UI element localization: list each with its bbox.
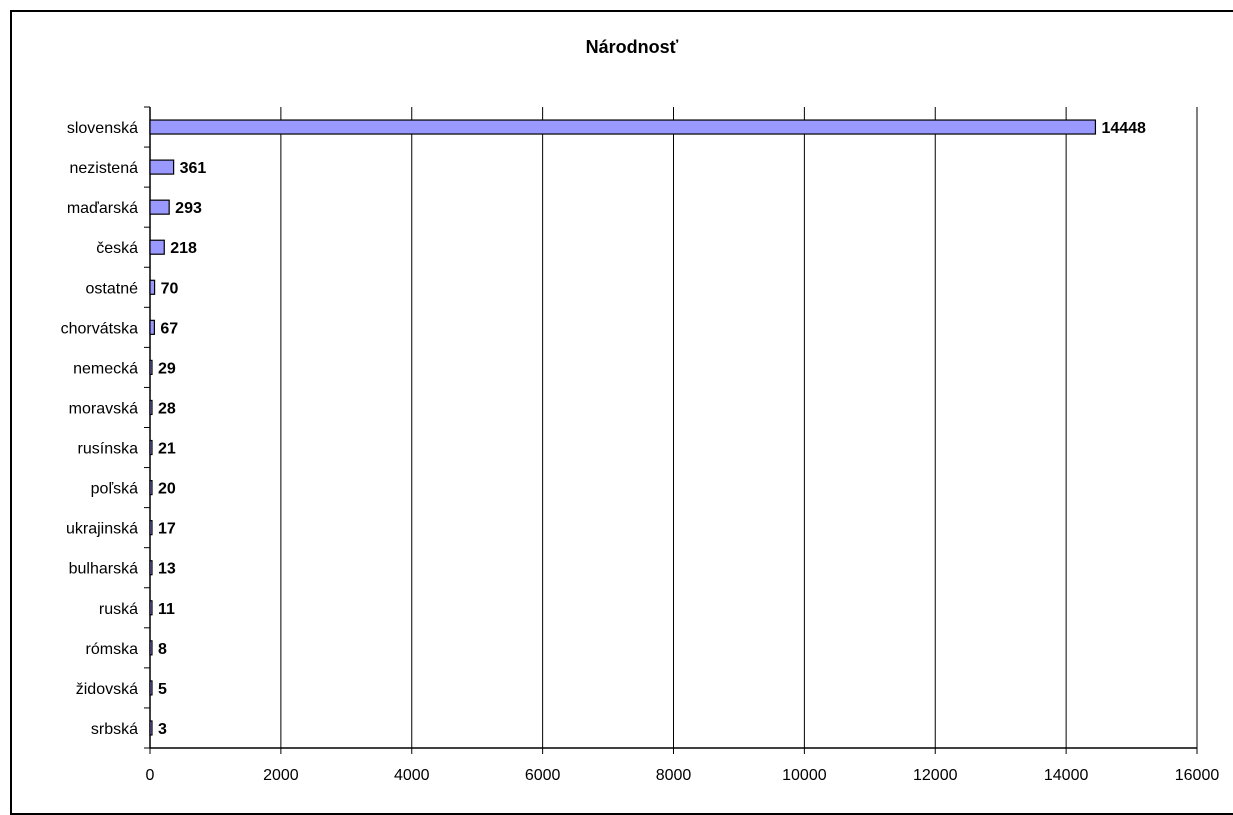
data-label: 293 <box>175 200 202 217</box>
data-label: 13 <box>158 561 176 578</box>
data-label: 29 <box>158 360 176 377</box>
category-label: rómska <box>86 641 139 658</box>
category-label: moravská <box>69 400 138 417</box>
category-label: slovenská <box>67 120 138 137</box>
bar <box>149 119 1097 135</box>
data-label: 218 <box>170 240 197 257</box>
bar <box>149 560 153 576</box>
category-label: ostatné <box>86 280 139 297</box>
category-label: česká <box>96 240 138 257</box>
category-label: poľská <box>91 481 138 498</box>
bar <box>149 439 153 456</box>
x-tick-label: 2000 <box>263 767 299 784</box>
bar <box>149 479 153 496</box>
labels: 0 2000 4000 6000 8000 10000 12000 14000 16000 slo… <box>61 120 1220 784</box>
chart-title: Národnosť <box>586 37 679 57</box>
chart-frame <box>10 10 1233 815</box>
bar <box>149 159 175 175</box>
bar <box>149 319 155 335</box>
data-label: 361 <box>180 160 207 177</box>
bar <box>149 680 153 696</box>
x-tick-label: 16000 <box>1175 767 1220 784</box>
x-tick-label: 6000 <box>525 767 561 784</box>
bar <box>149 640 153 656</box>
category-label: židovská <box>76 681 138 698</box>
x-tick-label: 14000 <box>1044 767 1089 784</box>
data-label: 17 <box>158 521 176 538</box>
bar <box>149 520 153 536</box>
data-label: 14448 <box>1101 120 1146 137</box>
data-label: 21 <box>158 441 176 458</box>
data-label: 3 <box>158 721 167 738</box>
data-label: 70 <box>161 280 179 297</box>
category-label: chorvátska <box>61 320 138 337</box>
x-tick-label: 12000 <box>913 767 958 784</box>
gridlines <box>280 107 1198 748</box>
data-label: 8 <box>158 641 167 658</box>
category-label: nemecká <box>73 360 138 377</box>
bar <box>149 399 153 416</box>
x-tick-label: 10000 <box>782 767 827 784</box>
bar <box>149 600 153 616</box>
x-tick-label: 0 <box>146 767 155 784</box>
category-label: srbská <box>91 721 138 738</box>
bars <box>149 119 1097 736</box>
category-label: bulharská <box>69 561 138 578</box>
x-tick-label: 8000 <box>656 767 692 784</box>
x-tick-label: 4000 <box>394 767 430 784</box>
data-label: 11 <box>158 601 175 618</box>
bar <box>149 239 165 255</box>
category-label: rusínska <box>78 441 139 458</box>
data-label: 67 <box>160 320 178 337</box>
bar <box>149 279 156 295</box>
data-label: 5 <box>158 681 167 698</box>
data-label: 28 <box>158 400 176 417</box>
axes <box>144 106 1198 754</box>
bar <box>149 199 170 215</box>
bar <box>149 359 153 376</box>
category-label: ruská <box>99 601 138 618</box>
data-label: 20 <box>158 481 176 498</box>
category-label: ukrajinská <box>66 521 138 538</box>
category-label: maďarská <box>67 200 138 217</box>
bar <box>149 720 153 736</box>
category-label: nezistená <box>70 160 139 177</box>
